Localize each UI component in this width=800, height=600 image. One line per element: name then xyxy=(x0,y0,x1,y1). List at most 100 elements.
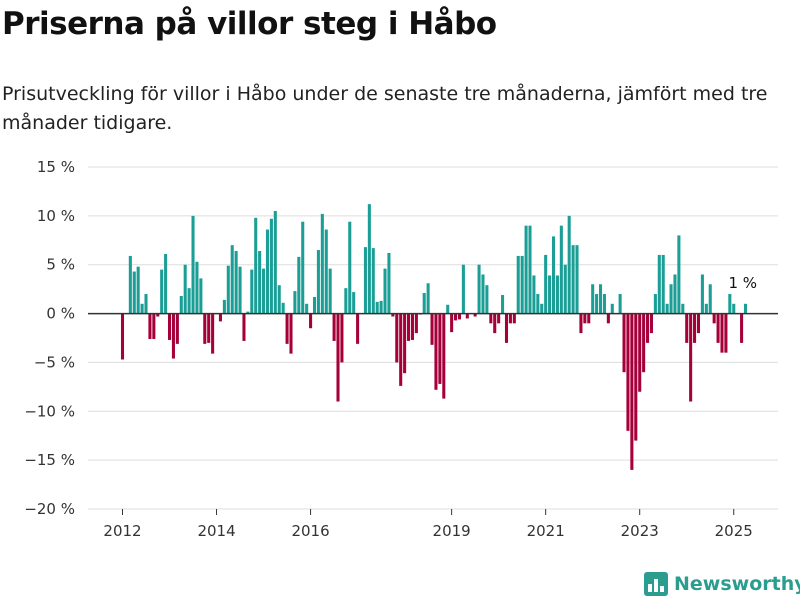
bar-2020-01 xyxy=(497,313,501,324)
bar-2016-05 xyxy=(324,229,328,314)
bar-2024-01 xyxy=(685,313,689,343)
bar-2025-01 xyxy=(732,303,736,314)
bar-2016-06 xyxy=(328,268,332,314)
chart-subtitle: Prisutveckling för villor i Håbo under d… xyxy=(2,83,768,134)
bar-2016-07 xyxy=(332,313,336,341)
bar-2024-08 xyxy=(712,313,716,324)
bar-2015-08 xyxy=(289,313,293,354)
bar-2014-02 xyxy=(218,313,222,322)
bar-2020-06 xyxy=(516,255,520,314)
bar-2020-07 xyxy=(520,255,524,314)
bar-2021-07 xyxy=(567,215,571,314)
bar-2024-09 xyxy=(716,313,720,343)
bar-2015-10 xyxy=(297,256,301,314)
bar-2025-04 xyxy=(743,303,748,314)
bar-2017-04 xyxy=(367,204,371,314)
bar-2015-09 xyxy=(293,291,297,314)
bar-2012-05 xyxy=(136,266,140,314)
y-tick-label: 15 % xyxy=(37,158,75,176)
bar-2013-07 xyxy=(191,215,195,314)
bar-2020-02 xyxy=(501,295,505,314)
bar-2022-04 xyxy=(602,294,606,314)
bar-2018-07 xyxy=(426,283,430,314)
bar-2019-02 xyxy=(454,313,458,321)
x-tick-label: 2025 xyxy=(715,522,753,540)
y-axis-tick-labels: 15 % 10 % 5 % 0 % −5 % −10 % −15 % −20 % xyxy=(24,158,75,518)
bar-2021-08 xyxy=(571,245,575,314)
bar-2012-10 xyxy=(156,313,160,317)
bar-2023-08 xyxy=(665,303,669,314)
bar-2018-09 xyxy=(434,313,438,390)
bar-2019-11 xyxy=(489,313,493,324)
bar-2017-01 xyxy=(356,313,360,344)
bar-2020-09 xyxy=(528,225,532,314)
bar-2016-08 xyxy=(336,313,340,402)
bar-2017-10 xyxy=(391,313,395,317)
bar-2023-12 xyxy=(681,303,685,314)
bar-2021-03 xyxy=(551,236,556,314)
bar-2015-03 xyxy=(269,218,273,314)
bar-2024-07 xyxy=(708,284,712,314)
bar-2015-07 xyxy=(285,313,289,344)
bar-2023-02 xyxy=(642,313,646,373)
bar-2016-11 xyxy=(348,221,352,314)
bar-2017-11 xyxy=(395,313,399,363)
x-axis-ticks: 2012 2014 2016 2019 2021 2023 2025 xyxy=(103,509,753,540)
y-tick-label: 0 % xyxy=(46,305,75,323)
bar-2021-06 xyxy=(563,264,567,314)
bar-2023-06 xyxy=(657,254,661,314)
bar-2012-06 xyxy=(140,303,144,314)
y-tick-label: 10 % xyxy=(37,207,75,225)
bar-2023-11 xyxy=(677,235,681,314)
bar-2023-04 xyxy=(649,313,653,334)
bar-2022-09 xyxy=(622,313,626,373)
x-tick-label: 2021 xyxy=(527,522,565,540)
bar-2013-02 xyxy=(171,313,175,359)
bar-2019-01 xyxy=(450,313,454,333)
bar-2014-10 xyxy=(250,269,254,314)
bar-2022-12 xyxy=(634,313,638,441)
newsworthy-logo: Newsworthy xyxy=(644,570,800,598)
bar-2022-10 xyxy=(626,313,630,431)
bar-2012-03 xyxy=(128,255,132,314)
bar-2020-04 xyxy=(508,313,512,324)
bar-2017-12 xyxy=(399,313,403,386)
bar-2014-06 xyxy=(234,251,238,314)
bar-2012-01 xyxy=(120,313,125,360)
x-tick-label: 2019 xyxy=(433,522,471,540)
bar-2022-01 xyxy=(591,284,595,314)
bar-2014-08 xyxy=(242,313,246,341)
bar-2022-05 xyxy=(606,313,610,324)
bar-2018-06 xyxy=(422,293,426,314)
bar-2021-02 xyxy=(548,275,552,314)
bar-2024-10 xyxy=(720,313,724,353)
bar-2018-10 xyxy=(438,313,442,384)
bar-2020-10 xyxy=(532,275,536,314)
bar-2013-04 xyxy=(179,295,183,314)
bar-2017-06 xyxy=(375,301,379,314)
bar-2012-04 xyxy=(132,271,136,314)
bar-2020-05 xyxy=(512,313,516,324)
bar-2017-07 xyxy=(379,300,383,314)
bar-2020-08 xyxy=(524,225,528,314)
bar-2016-03 xyxy=(316,250,320,314)
x-tick-label: 2012 xyxy=(103,522,141,540)
bar-2022-08 xyxy=(618,294,622,314)
bar-2018-08 xyxy=(430,313,434,345)
bar-2024-02 xyxy=(689,313,693,402)
bar-2013-11 xyxy=(207,313,211,343)
bar-2013-10 xyxy=(203,313,207,344)
bar-2022-11 xyxy=(630,313,634,470)
x-tick-label: 2016 xyxy=(291,522,329,540)
x-tick-label: 2023 xyxy=(621,522,659,540)
bar-2020-11 xyxy=(536,294,540,314)
bar-2021-12 xyxy=(587,313,591,324)
bar-2017-03 xyxy=(363,247,367,314)
latest-value-annotation: 1 % xyxy=(729,274,758,292)
x-tick-label: 2014 xyxy=(197,522,235,540)
y-tick-label: −10 % xyxy=(24,402,75,420)
bar-2013-05 xyxy=(183,264,187,314)
bar-2012-09 xyxy=(152,313,156,339)
bar-2015-01 xyxy=(262,268,266,314)
bar-2016-10 xyxy=(344,288,348,314)
